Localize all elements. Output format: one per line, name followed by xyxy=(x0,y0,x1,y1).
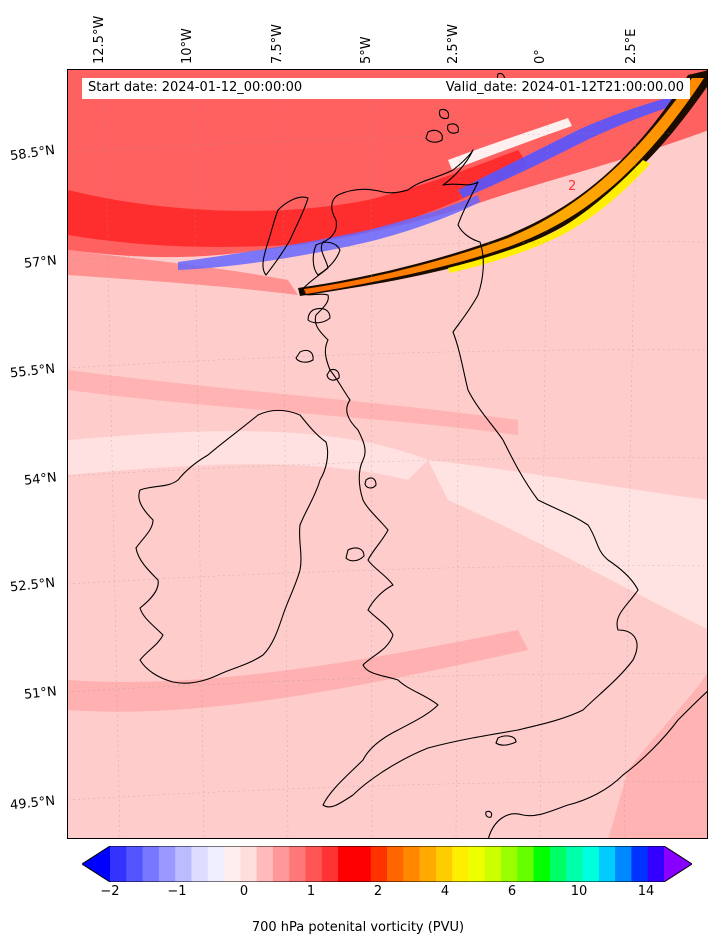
colorbar-cell xyxy=(338,846,355,882)
colorbar-cell xyxy=(566,846,584,882)
coastline-islay xyxy=(295,349,314,363)
pv-streak-southeast xyxy=(608,673,707,838)
colorbar-tick-14: 14 xyxy=(637,884,655,899)
colorbar-cell xyxy=(370,846,388,882)
colorbar-tick-minus2: −2 xyxy=(100,884,120,899)
colorbar-cells xyxy=(82,846,692,882)
colorbar-cell xyxy=(549,846,567,882)
colorbar-cell xyxy=(354,846,372,882)
colorbar-tick-2: 2 xyxy=(373,884,383,899)
colorbar-cell xyxy=(158,846,176,882)
map-plot: 2 xyxy=(67,69,708,839)
colorbar-cell xyxy=(110,846,127,882)
lat-label-57n: 57°N xyxy=(23,253,58,272)
colorbar-cell xyxy=(272,846,290,882)
colorbar-cell xyxy=(321,846,339,882)
pv-streak-mid xyxy=(68,370,518,435)
colorbar-tick-minus1: −1 xyxy=(167,884,187,899)
colorbar-tick-10: 10 xyxy=(570,884,588,899)
colorbar-cell xyxy=(289,846,307,882)
contour-label: 2 xyxy=(568,179,576,194)
colorbar-tick-6: 6 xyxy=(507,884,517,899)
colorbar-cell xyxy=(582,846,600,882)
pv-negative-streak-east xyxy=(458,92,692,198)
colorbar-tick-0: 0 xyxy=(239,884,249,899)
colorbar-extend-max xyxy=(664,846,692,882)
coastline-ireland xyxy=(135,409,329,684)
lat-label-55-5n: 55.5°N xyxy=(9,361,56,382)
colorbar-cell xyxy=(484,846,502,882)
colorbar-cell xyxy=(175,846,192,882)
pv-light-band-northwest xyxy=(68,431,428,480)
colorbar-cell xyxy=(533,846,551,882)
pv-light-band-east xyxy=(428,460,707,630)
graticule xyxy=(68,70,707,838)
lon-label-0: 0° xyxy=(533,49,548,64)
lon-label-2-5w: 2.5°W xyxy=(446,23,461,64)
colorbar-cell xyxy=(403,846,421,882)
colorbar-cell xyxy=(207,846,225,882)
colorbar-cell xyxy=(615,846,632,882)
date-info-box: Start date: 2024-01-12_00:00:00 Valid_da… xyxy=(82,78,690,99)
lat-label-58-5n: 58.5°N xyxy=(9,142,56,165)
colorbar-cell xyxy=(517,846,535,882)
colorbar-extend-min xyxy=(82,846,110,882)
colorbar-label: 700 hPa potenital vorticity (PVU) xyxy=(251,920,465,935)
colorbar-cell xyxy=(435,846,453,882)
lon-label-12-5w: 12.5°W xyxy=(92,15,107,64)
coastline-orkney xyxy=(425,108,459,143)
colorbar-tick-1: 1 xyxy=(306,884,316,899)
colorbar-cell xyxy=(142,846,160,882)
colorbar-cell xyxy=(452,846,469,882)
colorbar-tick-4: 4 xyxy=(440,884,450,899)
coastline-great-britain xyxy=(299,149,639,808)
colorbar-cell xyxy=(501,846,518,882)
colorbar-cell xyxy=(468,846,486,882)
coastline-arran xyxy=(326,368,340,381)
lon-label-7-5w: 7.5°W xyxy=(270,23,285,64)
coastline-channel-islands xyxy=(485,810,493,818)
colorbar-cell xyxy=(647,846,665,882)
start-date-text: Start date: 2024-01-12_00:00:00 xyxy=(88,80,303,95)
pv-north-strong xyxy=(68,70,707,258)
pv-north-core xyxy=(68,150,528,247)
coastline-isle-of-man xyxy=(364,477,377,489)
colorbar-cell xyxy=(598,846,616,882)
colorbar-cell xyxy=(191,846,209,882)
colorbar-cell xyxy=(305,846,323,882)
colorbar-cell xyxy=(387,846,404,882)
map-canvas: 2 xyxy=(68,70,707,838)
coastlines xyxy=(135,72,707,838)
coastline-anglesey xyxy=(345,547,365,562)
colorbar-cell xyxy=(224,846,241,882)
pv-north-outer xyxy=(68,250,298,295)
lat-label-49-5n: 49.5°N xyxy=(9,793,56,814)
lon-label-10w: 10°W xyxy=(180,28,195,64)
pv-white-streak xyxy=(448,118,572,170)
colorbar-cell xyxy=(126,846,144,882)
lon-label-2-5e: 2.5°E xyxy=(624,28,639,64)
colorbar-cell xyxy=(256,846,274,882)
lat-label-54n: 54°N xyxy=(23,470,58,489)
coastline-isle-of-wight xyxy=(495,735,517,746)
coastline-france xyxy=(488,691,707,838)
coastline-skye xyxy=(312,241,341,276)
pv-negative-streak-west xyxy=(178,195,480,270)
colorbar xyxy=(82,846,692,882)
colorbar-cell xyxy=(240,846,258,882)
lat-label-52-5n: 52.5°N xyxy=(9,575,56,596)
lon-label-5w: 5°W xyxy=(359,36,374,64)
lat-label-51n: 51°N xyxy=(23,684,58,703)
pv-streak-south xyxy=(68,630,528,712)
colorbar-cell xyxy=(631,846,649,882)
valid-date-text: Valid_date: 2024-01-12T21:00:00.00 xyxy=(445,80,684,95)
pv-high-band-outline xyxy=(298,70,707,296)
colorbar-cell xyxy=(419,846,437,882)
coastline-mull xyxy=(307,307,331,324)
coastline-outer-hebrides xyxy=(262,196,309,276)
